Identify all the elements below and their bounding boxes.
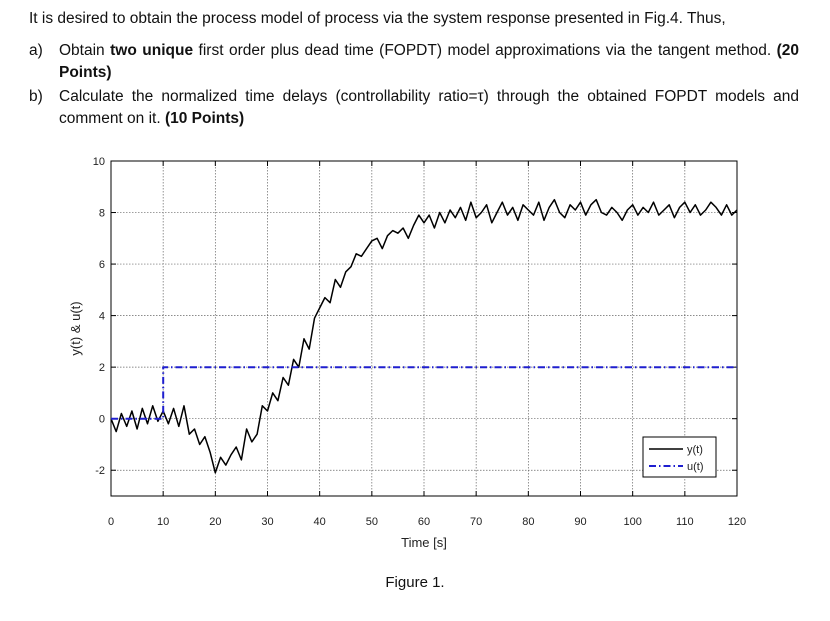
y-tick-label: 8 xyxy=(99,208,105,220)
x-tick-label: 120 xyxy=(728,516,746,528)
x-tick-label: 50 xyxy=(366,516,378,528)
x-tick-label: 100 xyxy=(623,516,641,528)
x-axis-label: Time [s] xyxy=(401,535,447,550)
plot-frame xyxy=(110,160,738,497)
series-line-u xyxy=(111,366,737,420)
y-tick-label: -2 xyxy=(95,465,105,477)
legend-label-y: y(t) xyxy=(687,444,703,456)
item-a-mid: first order plus dead time (FOPDT) model… xyxy=(193,42,777,59)
x-tick-label: 60 xyxy=(418,516,430,528)
response-chart: 0 10 20 30 40 50 60 70 80 90 100 110 120 -2 0 2 4 6 8 10 Ti… xyxy=(68,156,746,550)
figure-caption: Figure 1. xyxy=(385,574,445,591)
y-tick-label: 2 xyxy=(99,362,105,374)
x-tick-label: 80 xyxy=(522,516,534,528)
item-b-points: (10 Points) xyxy=(164,110,245,127)
y-tick-label: 0 xyxy=(99,414,105,426)
y-tick-label: 4 xyxy=(99,311,105,323)
x-tick-label: 0 xyxy=(108,516,114,528)
y-tick-label: 10 xyxy=(93,156,105,168)
y-axis-label: y(t) & u(t) xyxy=(68,301,83,355)
x-tick-label: 30 xyxy=(261,516,273,528)
x-tick-label: 10 xyxy=(157,516,169,528)
chart-series xyxy=(110,198,738,474)
item-a-emphasis: two unique xyxy=(110,42,194,59)
question-intro: It is desired to obtain the process mode… xyxy=(29,10,726,27)
series-line-y xyxy=(110,198,738,474)
chart-ticks: 0 10 20 30 40 50 60 70 80 90 100 110 120 -2 0 2 4 6 8 10 xyxy=(93,156,746,528)
item-a-points: (20 Points) xyxy=(59,42,799,81)
item-b-marker: b) xyxy=(29,88,43,105)
legend-label-u: u(t) xyxy=(687,461,704,473)
item-a-marker: a) xyxy=(29,42,43,59)
x-tick-label: 110 xyxy=(676,516,694,528)
question-item-a: a) Obtain two unique first order plus de… xyxy=(29,40,799,84)
x-tick-label: 20 xyxy=(209,516,221,528)
chart-legend: y(t) u(t) xyxy=(642,436,717,478)
question-items: a) Obtain two unique first order plus de… xyxy=(29,40,799,132)
item-b-text: Calculate the normalized time delays (co… xyxy=(59,86,799,130)
item-b-pre: Calculate the normalized time delays (co… xyxy=(59,88,799,127)
question-item-b: b) Calculate the normalized time delays … xyxy=(29,86,799,130)
x-tick-label: 90 xyxy=(574,516,586,528)
x-tick-label: 40 xyxy=(314,516,326,528)
legend-box xyxy=(642,436,717,478)
y-tick-label: 6 xyxy=(99,259,105,271)
item-a-text: Obtain two unique first order plus dead … xyxy=(59,40,799,84)
item-a-pre: Obtain xyxy=(59,42,111,59)
x-tick-label: 70 xyxy=(470,516,482,528)
